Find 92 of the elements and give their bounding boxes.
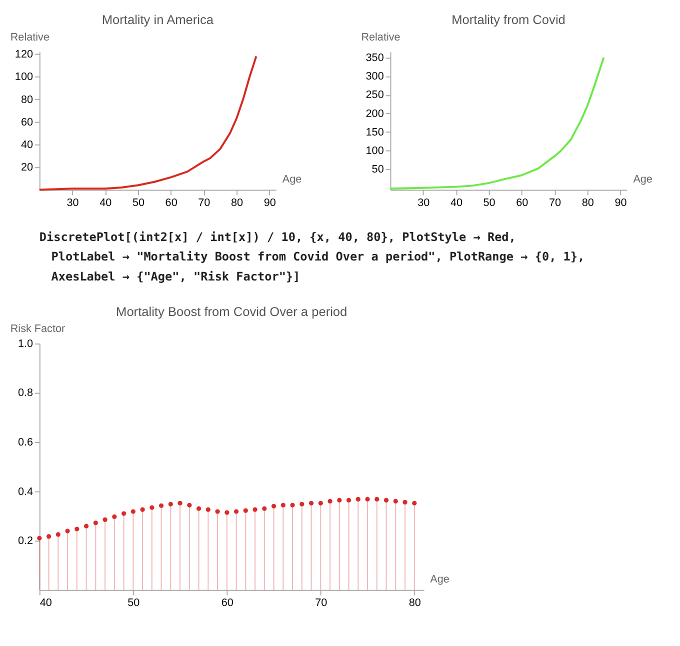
y-tick-label: 50 xyxy=(372,164,384,176)
y-tick-label: 200 xyxy=(366,108,384,120)
point xyxy=(74,526,80,532)
x-axis-title: Age xyxy=(430,574,450,586)
y-tick-label: 80 xyxy=(20,94,34,106)
point xyxy=(206,507,210,512)
y-tick-label: 150 xyxy=(366,126,384,138)
x-tick-label: 80 xyxy=(230,197,244,210)
text: AxesLabel → {"Age", "Risk Factor"}] xyxy=(51,269,300,284)
x-tick-label: 80 xyxy=(408,597,421,610)
y-axis-title: Relative xyxy=(10,31,50,44)
chart-title: Mortality Boost from Covid Over a period xyxy=(116,304,348,319)
point xyxy=(234,509,239,514)
x-tick-label: 70 xyxy=(198,197,210,210)
point xyxy=(243,508,248,513)
x-tick-label: 60 xyxy=(221,597,234,610)
point xyxy=(84,524,89,528)
x-tick-label: 40 xyxy=(450,197,462,210)
point xyxy=(308,500,314,506)
x-tick-label: 90 xyxy=(264,197,276,210)
x-tick-label: 40 xyxy=(100,197,112,210)
x-tick-label: 70 xyxy=(548,197,562,210)
point xyxy=(121,511,126,516)
point xyxy=(262,506,267,511)
y-tick-label: 350 xyxy=(366,52,384,64)
text: DiscretePlot[(int2[x] / int[x]) / 10, {x, 40, 80}, PlotStyle → Red, xyxy=(39,230,516,244)
y-tick-label: 60 xyxy=(20,116,34,128)
y-tick-label: 20 xyxy=(20,162,34,174)
point xyxy=(412,500,417,506)
x-tick-label: 70 xyxy=(315,597,328,610)
y-tick-label: 40 xyxy=(20,138,34,151)
x-tick-label: 60 xyxy=(516,197,528,210)
point xyxy=(130,509,136,514)
point xyxy=(346,498,352,503)
x-tick-label: 30 xyxy=(418,197,430,210)
point xyxy=(365,496,370,502)
point xyxy=(112,514,117,520)
point xyxy=(178,500,182,506)
point xyxy=(187,502,192,508)
y-tick-label: 100 xyxy=(366,145,384,158)
y-axis-title: Relative xyxy=(361,31,400,44)
y-tick-label: 120 xyxy=(14,48,34,61)
point xyxy=(102,517,108,522)
point xyxy=(196,506,202,511)
point xyxy=(328,498,332,504)
point xyxy=(252,507,258,512)
x-tick-label: 80 xyxy=(582,197,594,210)
point xyxy=(46,534,52,539)
chart-title: Mortality in America xyxy=(102,12,214,28)
line-series xyxy=(38,55,258,191)
y-tick-label: 0.6 xyxy=(18,436,34,449)
x-axis-title: Age xyxy=(633,173,652,186)
line-series xyxy=(389,56,605,190)
x-tick-label: 50 xyxy=(128,597,140,610)
point xyxy=(65,528,70,534)
y-tick-label: 300 xyxy=(366,70,384,82)
point xyxy=(402,500,408,504)
x-tick-label: 30 xyxy=(66,197,79,210)
point xyxy=(140,507,145,512)
chart-title: Mortality from Covid xyxy=(452,12,566,28)
point xyxy=(168,502,173,506)
y-tick-label: 0.2 xyxy=(18,535,34,548)
y-tick-label: 0.8 xyxy=(18,387,34,400)
x-tick-label: 40 xyxy=(40,597,52,610)
point xyxy=(37,536,42,540)
point xyxy=(393,498,398,504)
point xyxy=(356,496,360,502)
point xyxy=(384,498,389,503)
point xyxy=(300,502,304,506)
point xyxy=(93,520,98,526)
point xyxy=(374,496,380,502)
point xyxy=(318,500,323,506)
point xyxy=(215,509,220,514)
point xyxy=(224,510,230,515)
x-tick-label: 90 xyxy=(614,197,627,210)
y-axis-title: Risk Factor xyxy=(10,323,66,336)
point xyxy=(337,498,342,503)
y-tick-label: 250 xyxy=(366,89,384,102)
x-tick-label: 50 xyxy=(132,197,144,210)
x-tick-label: 60 xyxy=(165,197,178,210)
point xyxy=(271,504,276,508)
point xyxy=(290,502,295,508)
text: PlotLabel → "Mortality Boost from Covid Over a period", PlotRange → {0, 1}, xyxy=(51,250,585,264)
y-tick-label: 100 xyxy=(14,71,34,84)
point xyxy=(158,503,164,508)
x-tick-label: 50 xyxy=(483,197,496,210)
point xyxy=(150,505,154,510)
point xyxy=(56,532,60,537)
y-tick-label: 1.0 xyxy=(18,338,34,350)
point xyxy=(280,502,286,508)
y-tick-label: 0.4 xyxy=(18,486,34,498)
x-axis-title: Age xyxy=(282,173,302,186)
